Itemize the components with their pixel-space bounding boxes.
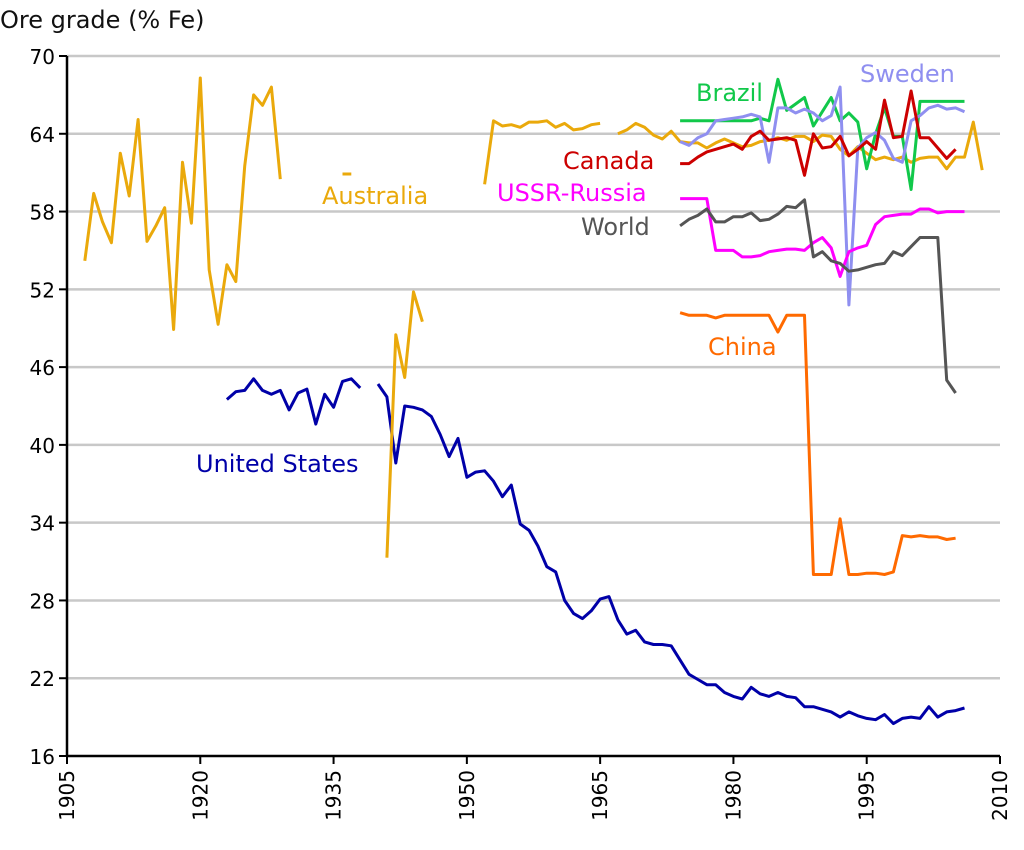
x-tick-label-1905: 1905 xyxy=(55,770,79,821)
y-tick-label-64: 64 xyxy=(30,123,55,147)
series-label-canada: Canada xyxy=(563,147,654,175)
series-label-ussr-russia: USSR-Russia xyxy=(497,179,647,207)
series-label-sweden: Sweden xyxy=(860,60,955,88)
series-line-sweden xyxy=(679,85,966,307)
series-line-brazil xyxy=(680,77,965,191)
y-tick-label-46: 46 xyxy=(30,356,55,380)
series-line-canada xyxy=(680,89,957,177)
x-tick-label-1980: 1980 xyxy=(721,770,745,821)
y-tick-label-22: 22 xyxy=(30,667,55,691)
series-label-china: China xyxy=(708,333,777,361)
y-tick-label-28: 28 xyxy=(30,589,55,613)
y-tick-label-70: 70 xyxy=(30,45,55,69)
x-tick-label-1965: 1965 xyxy=(588,770,612,821)
series-line-china xyxy=(679,311,956,576)
series-line-ussr-russia xyxy=(680,197,965,278)
x-tick-label-1920: 1920 xyxy=(188,770,212,821)
y-axis-title: Ore grade (% Fe) xyxy=(0,6,205,34)
x-tick-label-1950: 1950 xyxy=(455,770,479,821)
y-tick-label-16: 16 xyxy=(30,745,55,769)
x-tick-label-2010: 2010 xyxy=(988,770,1012,821)
series-line-world xyxy=(679,198,957,394)
series-label-world: World xyxy=(581,213,650,241)
series-label-australia: Australia xyxy=(322,182,428,210)
y-tick-label-34: 34 xyxy=(30,512,55,536)
x-tick-label-1995: 1995 xyxy=(855,770,879,821)
series-line-australia xyxy=(83,76,984,558)
y-tick-label-40: 40 xyxy=(30,434,55,458)
series-line-united-states xyxy=(225,377,965,726)
y-tick-label-52: 52 xyxy=(30,278,55,302)
x-tick-label-1935: 1935 xyxy=(322,770,346,821)
y-tick-label-58: 58 xyxy=(30,201,55,225)
series-label-united-states: United States xyxy=(196,450,359,478)
series-label-brazil: Brazil xyxy=(696,79,763,107)
